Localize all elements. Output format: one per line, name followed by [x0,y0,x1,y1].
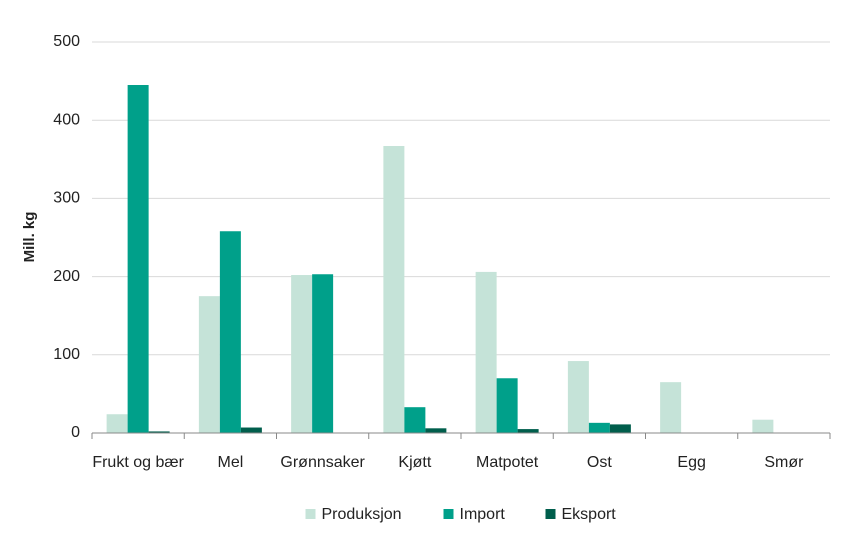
legend-swatch [305,509,316,519]
bar [567,361,589,433]
y-tick-label: 500 [53,33,80,50]
bar [475,271,497,433]
y-tick-label: 200 [53,268,80,285]
legend-label: Produksjon [322,506,402,523]
x-tick-label: Grønnsaker [280,454,365,471]
legend-label: Eksport [562,506,617,523]
x-tick-label: Egg [677,454,705,471]
y-tick-label: 400 [53,111,80,128]
legend-swatch [545,509,556,519]
x-tick-label: Mel [217,454,243,471]
bar [219,231,241,433]
bar [609,424,631,433]
y-axis-label: Mill. kg [21,212,38,263]
legend-label: Import [460,506,506,523]
bar [312,274,334,433]
bar [752,419,774,433]
bar [148,431,170,433]
bar [404,407,426,433]
bar [383,146,405,434]
bar [496,378,518,433]
bar [106,414,128,433]
bar [291,275,313,433]
y-tick-label: 100 [53,346,80,363]
bar [425,428,447,433]
x-tick-label: Ost [587,454,612,471]
x-tick-label: Kjøtt [398,454,431,471]
bar [588,422,610,433]
x-tick-label: Matpotet [476,454,539,471]
bar [240,427,262,433]
bar [127,85,149,433]
x-tick-label: Smør [764,454,804,471]
bar [198,296,220,433]
y-tick-label: 300 [53,190,80,207]
bar [517,429,539,433]
y-tick-label: 0 [71,424,80,441]
x-tick-label: Frukt og bær [92,454,184,471]
bar [660,382,682,433]
legend-swatch [443,509,454,519]
